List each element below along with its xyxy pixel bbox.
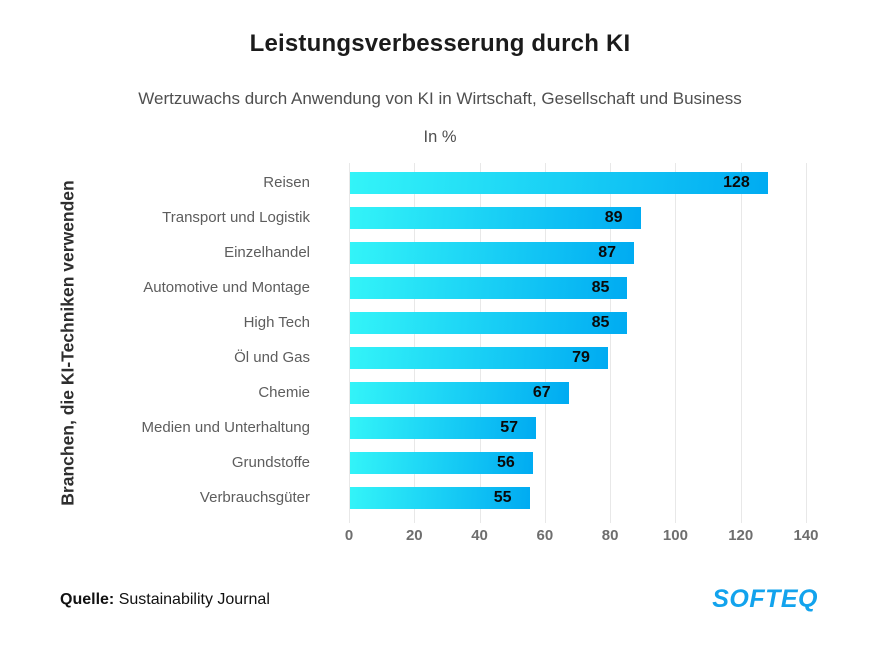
bar-value-label: 128 (723, 174, 750, 191)
bar: 55 (350, 487, 530, 509)
unit-label: In % (423, 128, 457, 146)
bar: 87 (350, 242, 634, 264)
bar: 89 (350, 207, 641, 229)
bar-value-label: 85 (591, 279, 610, 296)
bar-value-label: 79 (572, 349, 590, 366)
bar: 85 (350, 312, 628, 334)
category-label: Grundstoffe (231, 454, 310, 471)
category-label: Transport und Logistik (162, 209, 310, 226)
bar: 79 (350, 347, 608, 369)
plot-area: 128 89 87 85 85 79 67 57 56 55 (349, 163, 807, 523)
bar-value-label: 85 (591, 314, 610, 331)
x-tick-label: 80 (601, 527, 619, 544)
gridline (610, 163, 612, 523)
category-label: Chemie (258, 384, 310, 401)
gridline (740, 163, 742, 523)
x-tick-label: 100 (662, 527, 688, 544)
gridline (675, 163, 677, 523)
x-tick-label: 140 (793, 527, 819, 544)
bar-value-label: 87 (598, 244, 616, 261)
x-tick-label: 120 (728, 527, 754, 544)
source-label: Quelle: (60, 591, 115, 608)
source-note: Quelle: Sustainability Journal (60, 591, 270, 609)
softeq-logo: SOFTEQ (712, 585, 818, 613)
bar-value-label: 89 (604, 209, 623, 226)
x-tick-label: 20 (405, 527, 423, 544)
gridline (544, 163, 546, 523)
x-tick-label: 0 (344, 527, 354, 544)
x-tick-label: 60 (536, 527, 554, 544)
bar: 85 (350, 277, 628, 299)
x-tick-label: 40 (471, 527, 488, 544)
category-label: Medien und Unterhaltung (141, 419, 310, 436)
bar: 67 (350, 382, 569, 404)
category-label: Automotive und Montage (143, 279, 310, 296)
category-label: Öl und Gas (234, 349, 310, 366)
chart-header: Leistungsverbesserung durch KI Wertzuwac… (0, 0, 880, 147)
bar: 128 (350, 172, 768, 194)
bar-value-label: 57 (500, 419, 519, 436)
category-label: Verbrauchsgüter (199, 489, 310, 506)
bar: 56 (350, 452, 533, 474)
bar-value-label: 56 (497, 454, 515, 471)
page-title: Leistungsverbesserung durch KI (249, 30, 631, 57)
source-value: Sustainability Journal (118, 591, 270, 608)
bar-chart: Branchen, die KI-Techniken verwenden Rei… (0, 163, 819, 547)
category-label: Reisen (263, 174, 310, 191)
gridline (414, 163, 416, 523)
bar-value-label: 55 (493, 489, 512, 506)
chart-footer: Quelle: Sustainability Journal SOFTEQ (0, 585, 880, 625)
category-axis: Reisen Transport und Logistik Einzelhandel… (0, 163, 310, 523)
x-axis: 0 20 40 60 80 100 120 140 (345, 527, 819, 547)
chart-subtitle: Wertzuwachs durch Anwendung von KI in Wi… (138, 89, 742, 108)
gridline (806, 163, 807, 523)
bar-value-label: 67 (532, 384, 551, 401)
bar: 57 (350, 417, 537, 439)
category-label: High Tech (243, 314, 310, 331)
category-label: Einzelhandel (224, 244, 310, 261)
gridline (479, 163, 481, 523)
gridline (349, 163, 350, 523)
